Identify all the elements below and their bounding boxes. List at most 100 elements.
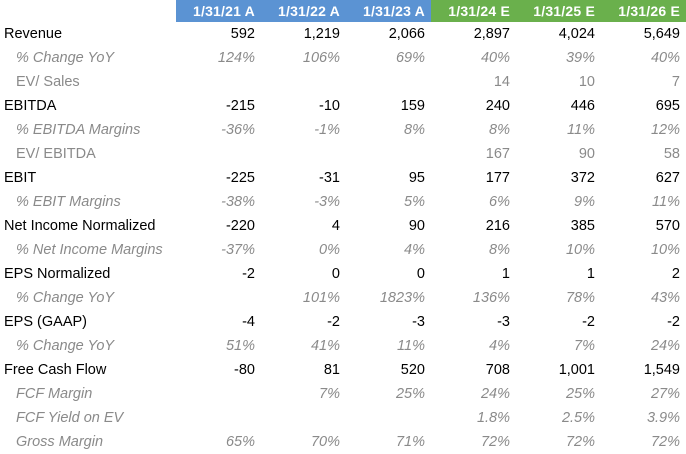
table-row: % EBITDA Margins -36% -1% 8% 8% 11% 12% <box>0 118 686 142</box>
table-cell: -225 <box>225 170 255 186</box>
table-cell: 101% <box>302 290 340 306</box>
table-cell: 3.9% <box>646 410 680 426</box>
table-row: % Change YoY 101% 1823% 136% 78% 43% <box>0 286 686 310</box>
table-cell: 520 <box>400 362 425 378</box>
table-cell: 71% <box>395 434 425 450</box>
table-cell: 4% <box>489 338 510 354</box>
table-cell: 7% <box>319 386 340 402</box>
table-row: Revenue 592 1,219 2,066 2,897 4,024 5,64… <box>0 22 686 46</box>
table-cell: 1823% <box>379 290 425 306</box>
row-label: % Change YoY <box>16 338 115 354</box>
table-cell: 4,024 <box>558 26 595 42</box>
table-cell: 1.8% <box>476 410 510 426</box>
table-row: EBITDA -215 -10 159 240 446 695 <box>0 94 686 118</box>
table-cell: -36% <box>221 122 255 138</box>
table-cell <box>176 382 261 406</box>
table-row: EV/ EBITDA 167 90 58 <box>0 142 686 166</box>
table-cell <box>346 406 431 430</box>
row-label: EPS Normalized <box>4 266 111 282</box>
header-fy23-actual: 1/31/23 A <box>346 0 431 22</box>
header-blank <box>0 0 176 22</box>
table-cell: 10 <box>578 74 595 90</box>
table-cell: 4 <box>331 218 340 234</box>
table-cell <box>176 142 261 166</box>
header-fy24-estimate: 1/31/24 E <box>431 0 516 22</box>
table-header: 1/31/21 A 1/31/22 A 1/31/23 A 1/31/24 E … <box>0 0 686 22</box>
table-cell: -3 <box>497 314 510 330</box>
row-label: % EBIT Margins <box>16 194 121 210</box>
table-cell: 570 <box>655 218 680 234</box>
table-cell: -220 <box>225 218 255 234</box>
table-cell: 2,897 <box>473 26 510 42</box>
table-cell: 40% <box>650 50 680 66</box>
header-fy22-actual: 1/31/22 A <box>261 0 346 22</box>
table-cell: 95 <box>408 170 425 186</box>
table-cell <box>176 406 261 430</box>
table-cell: 124% <box>217 50 255 66</box>
table-cell: 4% <box>404 242 425 258</box>
row-label: EPS (GAAP) <box>4 314 87 330</box>
table-row: % EBIT Margins -38% -3% 5% 6% 9% 11% <box>0 190 686 214</box>
table-cell: 41% <box>310 338 340 354</box>
table-cell: 8% <box>489 242 510 258</box>
table-cell: 25% <box>395 386 425 402</box>
table-cell: -2 <box>327 314 340 330</box>
row-label: Revenue <box>4 26 63 42</box>
table-cell: 216 <box>485 218 510 234</box>
table-cell: 385 <box>570 218 595 234</box>
table-cell: 8% <box>404 122 425 138</box>
table-cell: 695 <box>655 98 680 114</box>
table-cell: 446 <box>570 98 595 114</box>
table-cell: -2 <box>667 314 680 330</box>
table-cell: 65% <box>225 434 255 450</box>
table-cell: 7 <box>671 74 680 90</box>
table-row: Net Income Normalized -220 4 90 216 385 … <box>0 214 686 238</box>
table-cell: 627 <box>655 170 680 186</box>
table-row: % Change YoY 124% 106% 69% 40% 39% 40% <box>0 46 686 70</box>
table-cell: 72% <box>480 434 510 450</box>
table-cell: 11% <box>652 194 680 210</box>
table-cell: 81 <box>323 362 340 378</box>
table-cell <box>176 286 261 310</box>
table-cell: 69% <box>395 50 425 66</box>
table-cell: 5,649 <box>643 26 680 42</box>
table-cell: 1 <box>586 266 595 282</box>
table-cell: 159 <box>400 98 425 114</box>
table-cell: 167 <box>485 146 510 162</box>
table-cell: 7% <box>574 338 595 354</box>
table-row: % Net Income Margins -37% 0% 4% 8% 10% 1… <box>0 238 686 262</box>
row-label: % EBITDA Margins <box>16 122 141 138</box>
table-cell: 708 <box>485 362 510 378</box>
table-cell: 12% <box>650 122 680 138</box>
table-cell: 8% <box>489 122 510 138</box>
row-label: FCF Yield on EV <box>16 410 124 426</box>
table-cell <box>261 406 346 430</box>
table-cell: 24% <box>480 386 510 402</box>
table-row: EPS Normalized -2 0 0 1 1 2 <box>0 262 686 286</box>
table-cell: 0 <box>416 266 425 282</box>
table-cell: 10% <box>650 242 680 258</box>
table-row: EBIT -225 -31 95 177 372 627 <box>0 166 686 190</box>
row-label: EBITDA <box>4 98 57 114</box>
row-label: FCF Margin <box>16 386 93 402</box>
table-cell: 1,219 <box>303 26 340 42</box>
table-cell: 177 <box>485 170 510 186</box>
table-cell: 1,001 <box>558 362 595 378</box>
table-cell: 43% <box>650 290 680 306</box>
table-cell: -2 <box>242 266 255 282</box>
row-label: % Net Income Margins <box>16 242 163 258</box>
table-cell: 72% <box>650 434 680 450</box>
table-cell <box>346 70 431 94</box>
table-cell: 372 <box>570 170 595 186</box>
table-cell: 24% <box>650 338 680 354</box>
table-cell: -4 <box>242 314 255 330</box>
table-cell: 70% <box>310 434 340 450</box>
table-row: Gross Margin 65% 70% 71% 72% 72% 72% <box>0 430 686 454</box>
table-body: Revenue 592 1,219 2,066 2,897 4,024 5,64… <box>0 22 686 454</box>
table-cell: 0 <box>331 266 340 282</box>
table-cell: 40% <box>480 50 510 66</box>
table-cell: 1,549 <box>643 362 680 378</box>
header-row: 1/31/21 A 1/31/22 A 1/31/23 A 1/31/24 E … <box>0 0 686 22</box>
table-cell: 5% <box>404 194 425 210</box>
table-cell: -38% <box>221 194 255 210</box>
